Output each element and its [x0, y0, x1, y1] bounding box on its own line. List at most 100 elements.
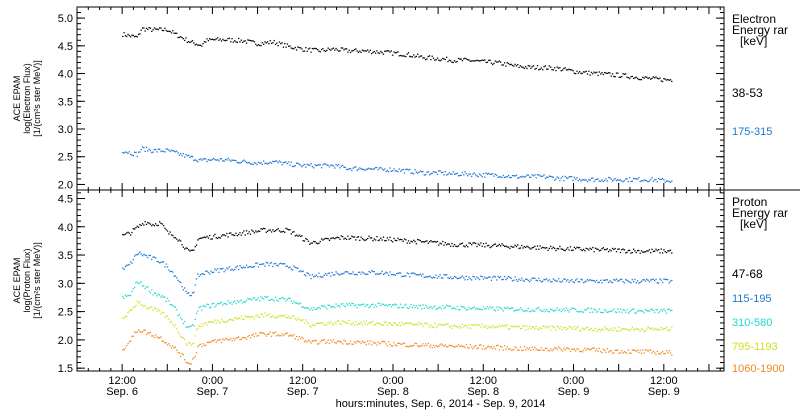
- data-point: [145, 333, 148, 336]
- data-point: [436, 308, 439, 310]
- data-point: [370, 321, 373, 323]
- data-point: [407, 273, 410, 275]
- data-point: [224, 321, 227, 323]
- data-point: [534, 346, 536, 348]
- data-point: [364, 323, 366, 325]
- data-point: [335, 342, 337, 345]
- data-point: [340, 165, 342, 167]
- data-point: [388, 171, 390, 173]
- data-point: [223, 39, 225, 42]
- data-point: [449, 325, 452, 327]
- data-point: [600, 180, 602, 182]
- data-point: [384, 50, 386, 52]
- data-point: [439, 242, 441, 244]
- data-point: [130, 261, 132, 263]
- data-point: [285, 46, 287, 48]
- data-point: [177, 36, 179, 39]
- data-point: [432, 326, 435, 328]
- data-point: [527, 246, 529, 248]
- data-point: [181, 336, 183, 339]
- data-point: [575, 248, 577, 250]
- data-point: [367, 323, 369, 326]
- data-point: [165, 29, 167, 32]
- data-point: [227, 157, 229, 159]
- data-point: [535, 325, 537, 328]
- data-point: [215, 237, 217, 239]
- data-point: [361, 238, 364, 240]
- data-point: [546, 247, 548, 249]
- data-point: [640, 78, 643, 81]
- data-point: [352, 271, 354, 273]
- legend-title-line: Energy rar: [732, 206, 788, 220]
- data-point: [249, 233, 252, 235]
- data-point: [605, 249, 607, 251]
- data-point: [277, 300, 279, 302]
- data-point: [351, 273, 353, 275]
- data-point: [390, 306, 393, 308]
- data-point: [133, 255, 136, 257]
- data-point: [532, 326, 535, 328]
- data-point: [406, 322, 408, 324]
- data-point: [212, 271, 215, 273]
- data-point: [485, 277, 487, 279]
- data-point: [640, 250, 643, 252]
- data-point: [493, 346, 495, 348]
- data-point: [557, 309, 560, 312]
- data-point: [197, 327, 199, 330]
- data-point: [324, 306, 327, 308]
- data-point: [169, 270, 171, 273]
- data-point: [173, 236, 175, 239]
- data-point: [638, 78, 640, 81]
- data-point: [656, 249, 658, 252]
- data-point: [206, 324, 208, 326]
- data-point: [160, 261, 162, 264]
- data-point: [609, 280, 611, 282]
- data-point: [439, 60, 441, 62]
- data-point: [498, 277, 500, 279]
- data-point: [298, 318, 300, 320]
- data-point: [461, 323, 464, 325]
- data-point: [273, 316, 275, 319]
- data-point: [137, 329, 140, 331]
- data-point: [619, 330, 622, 332]
- y-tick-label: 3.0: [58, 278, 73, 290]
- data-point: [435, 171, 437, 173]
- data-point: [259, 230, 261, 233]
- data-point: [277, 334, 279, 336]
- data-point: [227, 339, 229, 341]
- data-point: [588, 280, 590, 282]
- data-point: [322, 239, 324, 241]
- data-point: [342, 343, 344, 345]
- data-point: [626, 352, 628, 355]
- data-point: [334, 237, 336, 240]
- data-point: [203, 158, 206, 160]
- data-point: [207, 321, 210, 324]
- data-point: [315, 274, 317, 276]
- data-point: [306, 307, 308, 309]
- data-point: [553, 347, 556, 349]
- data-point: [276, 42, 278, 44]
- data-point: [377, 322, 379, 325]
- data-point: [241, 232, 244, 234]
- data-point: [584, 328, 586, 330]
- data-point: [510, 176, 512, 179]
- data-point: [202, 236, 204, 239]
- data-point: [384, 304, 386, 307]
- data-point: [505, 245, 507, 247]
- data-point: [617, 280, 619, 282]
- legend-title-line: Energy rar: [732, 23, 788, 37]
- data-point: [394, 170, 396, 172]
- data-point: [415, 171, 418, 173]
- data-point: [572, 348, 574, 351]
- data-point: [435, 59, 437, 61]
- data-point: [360, 51, 362, 54]
- data-point: [219, 38, 221, 40]
- x-tick-date-label: Sep. 9: [558, 386, 590, 398]
- data-point: [174, 151, 177, 153]
- data-point: [131, 34, 133, 36]
- data-point: [540, 347, 543, 349]
- data-point: [531, 174, 533, 176]
- data-point: [335, 303, 337, 305]
- data-point: [539, 245, 541, 247]
- data-point: [534, 310, 536, 312]
